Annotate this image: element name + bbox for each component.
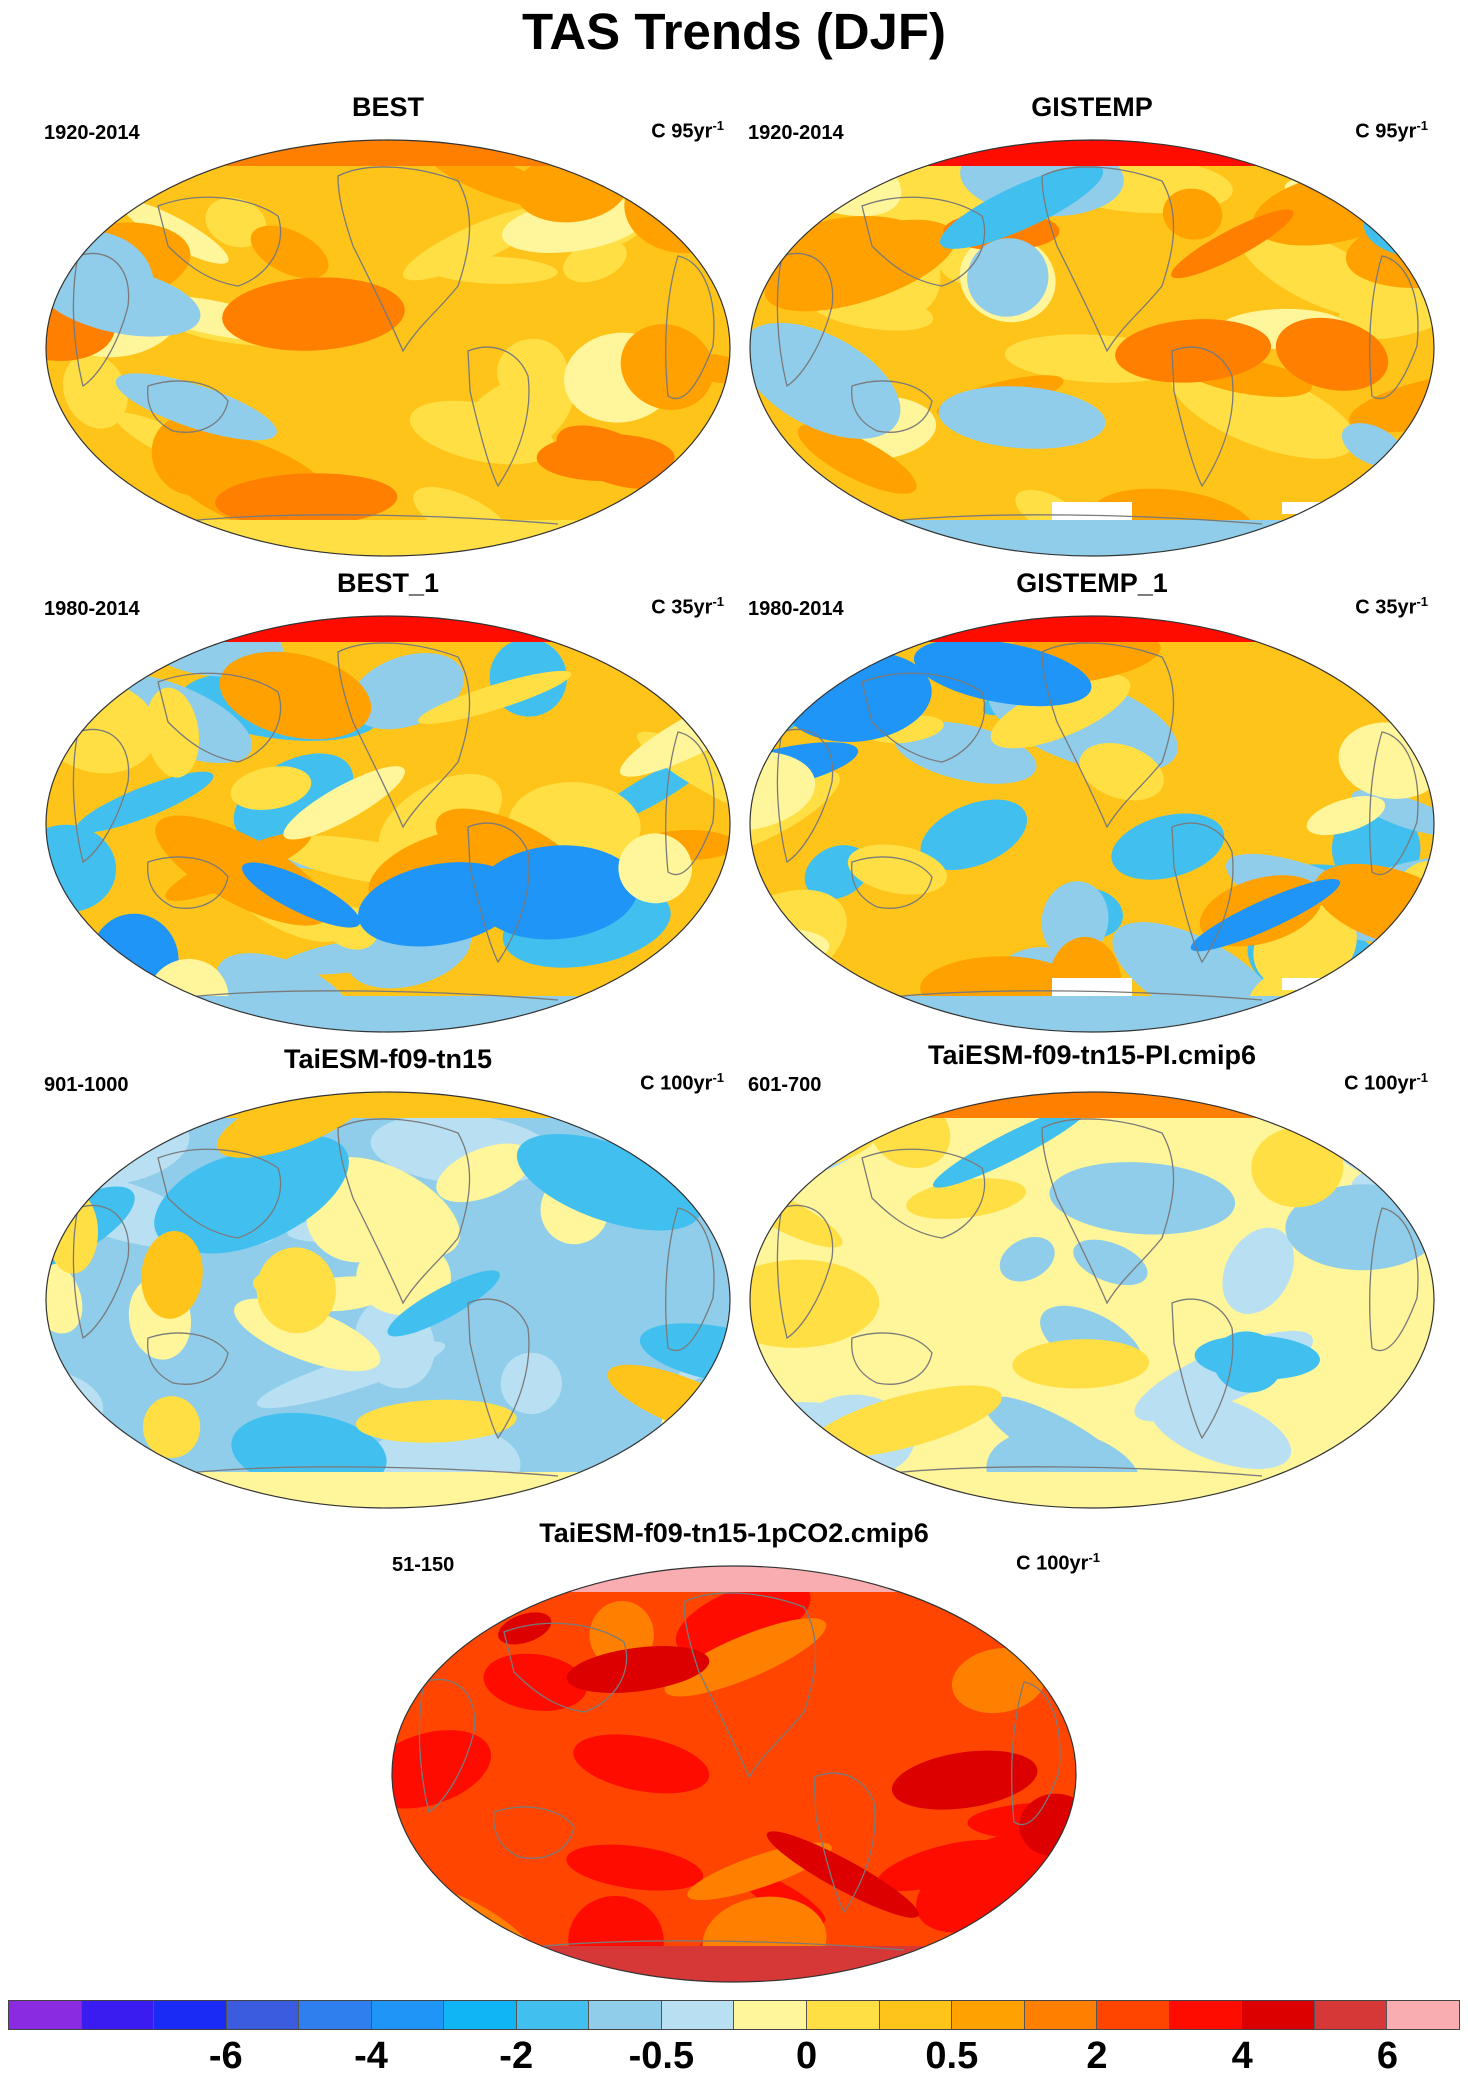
- panel-title: TaiESM-f09-tn15-PI.cmip6: [927, 1040, 1257, 1070]
- trend-map-gistemp-1: [749, 615, 1435, 1033]
- colorbar-swatch: [1387, 2001, 1459, 2029]
- panel-period: 901-1000: [44, 1074, 129, 1096]
- map-panel-taiesm: TaiESM-f09-tn15 901-1000 C 100yr-1: [38, 1044, 738, 1514]
- map-panel-gistemp-1: GISTEMP_1 1980-2014 C 35yr-1: [742, 568, 1442, 1038]
- colorbar-swatch: [1314, 2001, 1388, 2029]
- colorbar-tick-label: 2: [1086, 2035, 1108, 2077]
- colorbar-tick-label: 4: [1231, 2035, 1253, 2077]
- panel-units: C 95yr-1: [1355, 118, 1428, 143]
- panel-title: BEST: [351, 92, 424, 122]
- colorbar-swatch: [9, 2001, 82, 2029]
- panel-period: 1980-2014: [748, 598, 844, 620]
- panel-title: GISTEMP_1: [1016, 568, 1168, 598]
- map-panel-best: BEST 1920-2014 C 95yr-1: [38, 92, 738, 562]
- colorbar-swatch: [661, 2001, 735, 2029]
- colorbar-tick-label: 0.5: [925, 2035, 979, 2077]
- figure-title: TAS Trends (DJF): [521, 3, 947, 60]
- colorbar-tick-label: -0.5: [628, 2035, 695, 2077]
- colorbar-tick-label: -6: [208, 2035, 243, 2077]
- panel-title: TaiESM-f09-tn15-1pCO2.cmip6: [539, 1518, 929, 1548]
- colorbar-swatch: [226, 2001, 300, 2029]
- colorbar-swatch: [81, 2001, 155, 2029]
- colorbar-tick-label: 0: [796, 2035, 818, 2077]
- trend-map-gistemp: [749, 139, 1435, 557]
- colorbar-tick-label: -4: [354, 2035, 388, 2077]
- trend-map-taiesm: [45, 1091, 731, 1509]
- colorbar-swatch: [879, 2001, 953, 2029]
- colorbar-swatch: [444, 2001, 517, 2029]
- panel-units: C 100yr-1: [1344, 1070, 1428, 1095]
- panel-units: C 100yr-1: [640, 1070, 724, 1095]
- panel-period: 1980-2014: [44, 598, 140, 620]
- map-panel-best-1: BEST_1 1980-2014 C 35yr-1: [38, 568, 738, 1038]
- panel-title: GISTEMP: [1031, 92, 1153, 122]
- colorbar-swatch: [1024, 2001, 1098, 2029]
- trend-map-taiesm-1pco2: [391, 1565, 1077, 1983]
- colorbar-tick-label: 6: [1376, 2035, 1398, 2077]
- panel-period: 1920-2014: [44, 122, 140, 144]
- panel-title: BEST_1: [336, 568, 440, 598]
- colorbar-swatch: [154, 2001, 227, 2029]
- panel-period: 601-700: [748, 1074, 822, 1096]
- panel-units: C 35yr-1: [1355, 594, 1428, 619]
- panel-units: C 95yr-1: [651, 118, 724, 143]
- map-panel-gistemp: GISTEMP 1920-2014 C 95yr-1: [742, 92, 1442, 562]
- colorbar-swatch: [516, 2001, 590, 2029]
- panel-period: 1920-2014: [748, 122, 844, 144]
- map-panel-taiesm-pi: TaiESM-f09-tn15-PI.cmip6 601-700 C 100yr…: [742, 1040, 1442, 1514]
- colorbar-swatch: [807, 2001, 880, 2029]
- panel-title: TaiESM-f09-tn15: [283, 1044, 493, 1074]
- colorbar: [8, 2000, 1460, 2030]
- panel-units: C 35yr-1: [651, 594, 724, 619]
- trend-map-best: [45, 139, 731, 557]
- trend-map-best-1: [45, 615, 731, 1033]
- trend-map-taiesm-pi: [749, 1091, 1435, 1509]
- colorbar-swatch: [734, 2001, 808, 2029]
- colorbar-swatch: [1242, 2001, 1315, 2029]
- panel-units: C 100yr-1: [1016, 1550, 1100, 1575]
- panel-period: 51-150: [392, 1554, 455, 1576]
- colorbar-swatch: [589, 2001, 662, 2029]
- colorbar-tick-label: -2: [499, 2035, 534, 2077]
- colorbar-swatch: [952, 2001, 1025, 2029]
- map-panel-taiesm-1pco2: TaiESM-f09-tn15-1pCO2.cmip6 51-150 C 100…: [384, 1518, 1100, 1988]
- colorbar-swatch: [299, 2001, 372, 2029]
- colorbar-swatch: [1097, 2001, 1170, 2029]
- colorbar-swatch: [371, 2001, 445, 2029]
- colorbar-swatch: [1169, 2001, 1243, 2029]
